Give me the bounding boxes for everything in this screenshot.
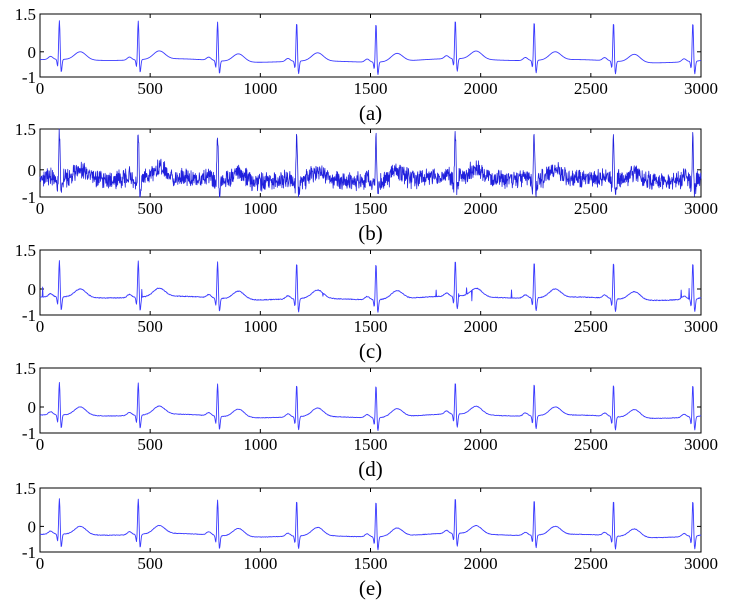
y-tick-label: 1.5 xyxy=(15,241,36,260)
y-tick-label: -1 xyxy=(22,543,36,562)
x-tick-label: 500 xyxy=(137,435,163,454)
x-tick-label: 2500 xyxy=(574,554,608,573)
x-tick-label: 0 xyxy=(36,317,45,336)
x-tick-label: 1500 xyxy=(354,554,388,573)
panel-caption: (c) xyxy=(359,339,382,363)
y-tick-label: -1 xyxy=(22,424,36,443)
ecg-series-line xyxy=(39,128,702,198)
ecg-series-line xyxy=(39,382,702,432)
x-tick-label: 1500 xyxy=(354,435,388,454)
x-tick-label: 1000 xyxy=(243,435,277,454)
y-tick-label: -1 xyxy=(22,188,36,207)
y-tick-label: 0 xyxy=(28,398,37,417)
x-tick-label: 3000 xyxy=(684,199,718,218)
y-tick-label: 1.5 xyxy=(15,5,36,24)
x-tick-label: 2000 xyxy=(464,554,498,573)
x-tick-label: 3000 xyxy=(684,554,718,573)
x-tick-label: 1000 xyxy=(243,199,277,218)
ecg-series-line xyxy=(39,498,702,551)
y-tick-label: 1.5 xyxy=(15,359,36,378)
x-tick-label: 1000 xyxy=(243,554,277,573)
x-tick-label: 500 xyxy=(137,79,163,98)
x-tick-label: 2000 xyxy=(464,317,498,336)
panel-caption: (d) xyxy=(358,457,383,481)
y-tick-label: -1 xyxy=(22,306,36,325)
x-tick-label: 500 xyxy=(137,554,163,573)
panel-caption: (b) xyxy=(358,221,383,245)
x-tick-label: 1000 xyxy=(243,79,277,98)
x-tick-label: 1500 xyxy=(354,199,388,218)
x-tick-label: 1000 xyxy=(243,317,277,336)
ecg-series-line xyxy=(39,20,702,76)
x-tick-label: 1500 xyxy=(354,317,388,336)
y-tick-label: 1.5 xyxy=(15,479,36,498)
panel-caption: (e) xyxy=(359,576,382,600)
y-tick-label: 1.5 xyxy=(15,120,36,139)
x-tick-label: 0 xyxy=(36,554,45,573)
x-tick-label: 2500 xyxy=(574,79,608,98)
y-tick-label: 0 xyxy=(28,43,37,62)
x-tick-label: 2500 xyxy=(574,317,608,336)
x-tick-label: 3000 xyxy=(684,317,718,336)
y-tick-label: -1 xyxy=(22,68,36,87)
x-tick-label: 500 xyxy=(137,317,163,336)
x-tick-label: 2000 xyxy=(464,199,498,218)
panel-caption: (a) xyxy=(359,101,382,125)
x-tick-label: 2500 xyxy=(574,435,608,454)
x-tick-label: 3000 xyxy=(684,79,718,98)
x-tick-label: 0 xyxy=(36,199,45,218)
x-tick-label: 0 xyxy=(36,435,45,454)
x-tick-label: 0 xyxy=(36,79,45,98)
y-tick-label: 0 xyxy=(28,280,37,299)
x-tick-label: 500 xyxy=(137,199,163,218)
x-tick-label: 1500 xyxy=(354,79,388,98)
x-tick-label: 2500 xyxy=(574,199,608,218)
x-tick-label: 2000 xyxy=(464,79,498,98)
y-tick-label: 0 xyxy=(28,161,37,180)
x-tick-label: 2000 xyxy=(464,435,498,454)
y-tick-label: 0 xyxy=(28,517,37,536)
ecg-series-line xyxy=(39,260,702,313)
x-tick-label: 3000 xyxy=(684,435,718,454)
